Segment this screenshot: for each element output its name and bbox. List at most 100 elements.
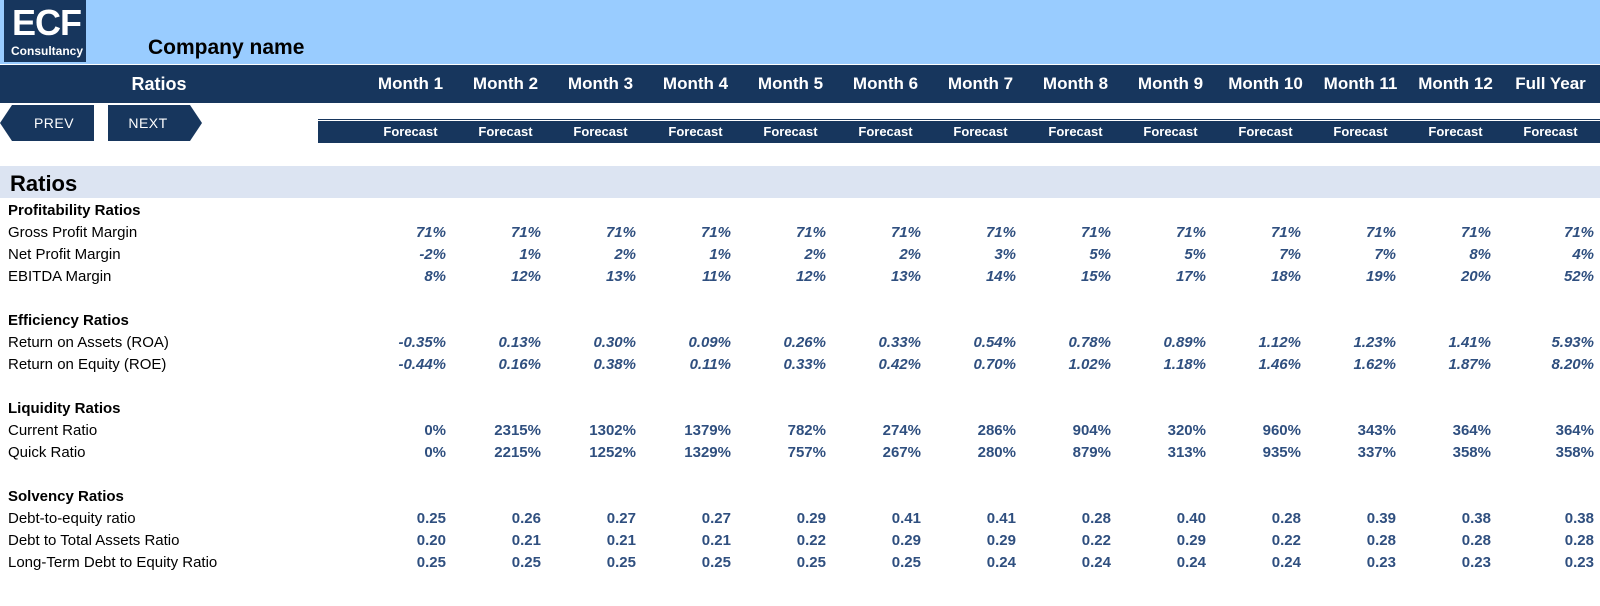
forecast-label-8: Forecast	[1048, 124, 1103, 139]
value-cell: 1.23%	[1353, 334, 1396, 351]
group-label: Liquidity Ratios	[8, 400, 121, 417]
table-row-dta: Debt to Total Assets Ratio 0.20 0.21 0.21 0.…	[0, 530, 1600, 552]
value-cell: 0.38%	[593, 356, 636, 373]
value-cell: 0.22	[1081, 532, 1111, 549]
value-cell: 0.42%	[878, 356, 921, 373]
value-cell: 1.41%	[1448, 334, 1491, 351]
value-cell: 0.27	[606, 510, 636, 527]
table-row-roa: Return on Assets (ROA) -0.35% 0.13% 0.30% 0.…	[0, 332, 1600, 354]
value-cell: -0.44%	[398, 356, 446, 373]
value-cell: 1379%	[684, 422, 731, 439]
value-cell: 0.25	[891, 554, 921, 571]
value-cell: 0.29	[796, 510, 826, 527]
value-cell: -0.35%	[398, 334, 446, 351]
value-cell: 0.25	[416, 554, 446, 571]
value-cell: 71%	[1270, 224, 1301, 241]
value-cell: 5%	[1184, 246, 1206, 263]
value-cell: 20%	[1460, 268, 1491, 285]
value-cell: 7%	[1279, 246, 1301, 263]
value-cell: 0.25	[416, 510, 446, 527]
month-header-11: Month 11	[1323, 74, 1398, 93]
group-header-profitability: Profitability Ratios	[0, 200, 1600, 222]
forecast-bar	[318, 121, 1600, 143]
value-cell: 0.20	[416, 532, 446, 549]
value-cell: 0.11%	[689, 356, 731, 373]
value-cell: 0.24	[1271, 554, 1301, 571]
company-logo: ECF Consultancy	[4, 0, 86, 62]
value-cell: 3%	[994, 246, 1016, 263]
value-cell: 12%	[510, 268, 541, 285]
value-cell: 0.38	[1564, 510, 1594, 527]
month-header-12: Month 12	[1418, 74, 1493, 93]
group-label: Efficiency Ratios	[8, 312, 129, 329]
logo-subtext: Consultancy	[11, 44, 84, 58]
value-cell: 0.22	[1271, 532, 1301, 549]
value-cell: 0.25	[511, 554, 541, 571]
value-cell: 0.25	[701, 554, 731, 571]
value-cell: 14%	[985, 268, 1016, 285]
value-cell: 280%	[977, 444, 1016, 461]
value-cell: 0.24	[986, 554, 1016, 571]
value-cell: 0.29	[986, 532, 1016, 549]
month-header-8: Month 8	[1042, 74, 1109, 93]
value-cell: 364%	[1555, 422, 1594, 439]
value-cell: 71%	[510, 224, 541, 241]
row-label: Debt to Total Assets Ratio	[8, 532, 180, 549]
value-cell: 1.46%	[1258, 356, 1301, 373]
value-cell: 0.41	[891, 510, 921, 527]
value-cell: 0.70%	[973, 356, 1016, 373]
forecast-label-7: Forecast	[953, 124, 1008, 139]
next-button[interactable]: NEXT	[108, 105, 202, 141]
table-row-roe: Return on Equity (ROE) -0.44% 0.16% 0.38% 0.…	[0, 354, 1600, 376]
value-cell: 52%	[1563, 268, 1594, 285]
value-cell: 1302%	[589, 422, 636, 439]
forecast-label-10: Forecast	[1238, 124, 1293, 139]
forecast-label-1: Forecast	[383, 124, 438, 139]
forecast-label-4: Forecast	[668, 124, 723, 139]
value-cell: 2%	[899, 246, 921, 263]
value-cell: 0.09%	[688, 334, 731, 351]
value-cell: 17%	[1175, 268, 1206, 285]
value-cell: 0.28	[1271, 510, 1301, 527]
value-cell: 0.23	[1564, 554, 1594, 571]
forecast-label-11: Forecast	[1333, 124, 1388, 139]
column-header-bar	[0, 65, 1600, 103]
value-cell: 0.41	[986, 510, 1016, 527]
value-cell: 0.21	[511, 532, 541, 549]
month-header-4: Month 4	[662, 74, 729, 93]
row-label: Quick Ratio	[8, 444, 86, 461]
month-header-10: Month 10	[1228, 74, 1303, 93]
forecast-label-5: Forecast	[763, 124, 818, 139]
value-cell: 0.25	[796, 554, 826, 571]
table-row-ltde: Long-Term Debt to Equity Ratio 0.25 0.25 0.…	[0, 552, 1600, 574]
value-cell: 0.29	[891, 532, 921, 549]
row-label: Return on Assets (ROA)	[8, 334, 169, 351]
header-banner	[0, 0, 1600, 64]
value-cell: 12%	[795, 268, 826, 285]
group-header-efficiency: Efficiency Ratios	[0, 310, 1600, 332]
group-label: Solvency Ratios	[8, 488, 124, 505]
value-cell: 0.28	[1564, 532, 1594, 549]
forecast-label-2: Forecast	[478, 124, 533, 139]
forecast-label-12: Forecast	[1428, 124, 1483, 139]
value-cell: 0.38	[1461, 510, 1491, 527]
row-label: Gross Profit Margin	[8, 224, 138, 241]
value-cell: 71%	[605, 224, 636, 241]
value-cell: 0.13%	[498, 334, 541, 351]
value-cell: 13%	[890, 268, 921, 285]
value-cell: 0.28	[1081, 510, 1111, 527]
row-label: Long-Term Debt to Equity Ratio	[8, 554, 218, 571]
section-title: Ratios	[10, 171, 78, 196]
ratios-column-header: Ratios	[131, 74, 187, 94]
month-header-5: Month 5	[757, 74, 824, 93]
value-cell: 0.40	[1176, 510, 1206, 527]
value-cell: 0.29	[1176, 532, 1206, 549]
group-label: Profitability Ratios	[8, 202, 141, 219]
company-name: Company name	[148, 36, 305, 59]
value-cell: 0.22	[796, 532, 826, 549]
value-cell: 4%	[1572, 246, 1594, 263]
prev-button[interactable]: PREV	[0, 105, 94, 141]
row-label: Return on Equity (ROE)	[8, 356, 167, 373]
value-cell: 364%	[1452, 422, 1491, 439]
value-cell: 0.24	[1081, 554, 1111, 571]
